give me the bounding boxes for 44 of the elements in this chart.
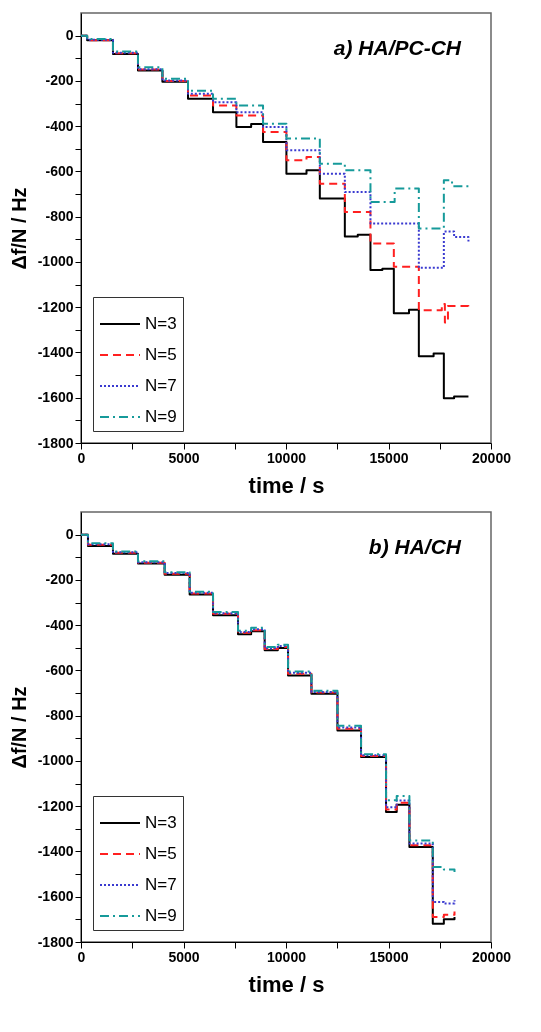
y-tick-label: -1200 [37,298,74,315]
y-tick-label: -800 [45,208,74,225]
x-tick-label: 0 [77,948,86,965]
legend-label: N=3 [145,813,177,832]
y-tick-label: 0 [65,526,74,543]
legend-label: N=9 [145,407,177,426]
y-tick-label: -1000 [37,752,74,769]
legend-label: N=7 [145,376,177,395]
y-tick-label: -800 [45,707,74,724]
y-tick-label: -600 [45,162,74,179]
x-tick-label: 20000 [472,948,512,965]
y-tick-label: -1400 [37,842,74,859]
y-tick-label: -400 [45,117,74,134]
y-tick-label: -400 [45,616,74,633]
x-tick-label: 15000 [369,948,409,965]
y-tick-label: 0 [65,27,74,44]
y-tick-label: -1400 [37,343,74,360]
y-tick-label: -1200 [37,797,74,814]
x-tick-label: 10000 [267,948,307,965]
x-tick-label: 15000 [369,449,409,466]
x-tick-label: 5000 [168,449,200,466]
legend-label: N=9 [145,906,177,925]
legend-label: N=5 [145,844,177,863]
legend-label: N=7 [145,875,177,894]
x-axis-title: time / s [248,472,325,498]
y-tick-label: -1600 [37,888,74,905]
x-tick-label: 20000 [472,449,512,466]
legend-label: N=3 [145,314,177,333]
y-axis-title: Δf/N / Hz [7,686,30,769]
legend-label: N=5 [145,345,177,364]
x-tick-label: 5000 [168,948,200,965]
y-tick-label: -200 [45,72,74,89]
y-axis-title: Δf/N / Hz [7,187,30,270]
y-tick-label: -600 [45,661,74,678]
y-tick-label: -200 [45,571,74,588]
y-tick-label: -1800 [37,933,74,950]
y-tick-label: -1600 [37,389,74,406]
y-tick-label: -1000 [37,253,74,270]
x-tick-label: 0 [77,449,86,466]
x-axis-title: time / s [248,971,325,997]
text: b) HA/CH [368,535,462,558]
y-tick-label: -1800 [37,434,74,451]
text: a) HA/PC-CH [333,36,462,59]
x-tick-label: 10000 [267,449,307,466]
